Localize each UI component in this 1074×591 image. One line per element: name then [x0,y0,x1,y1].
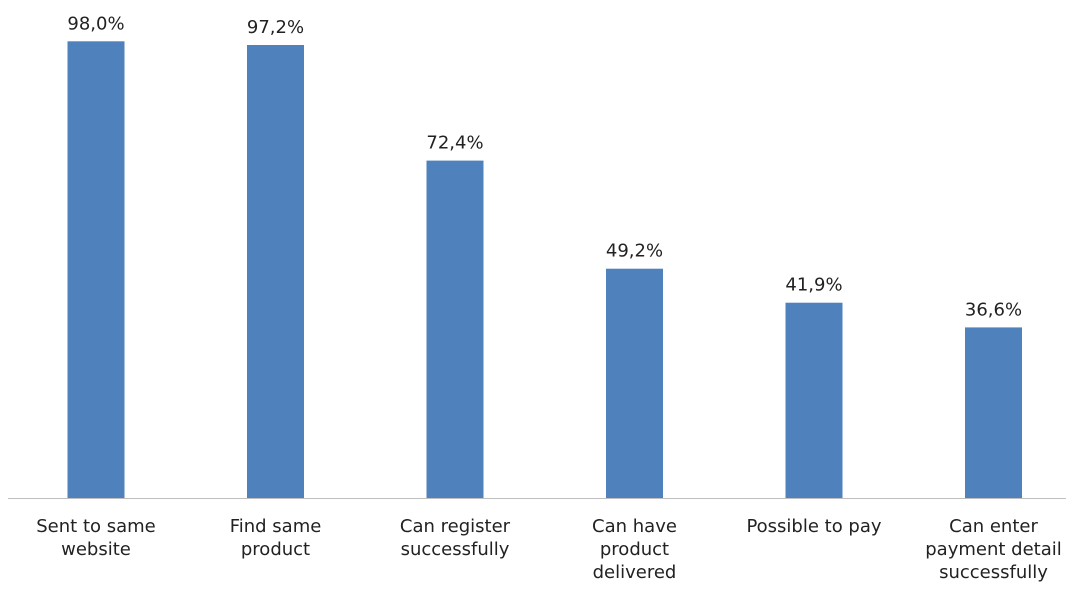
data-label-5: 41,9% [785,275,842,296]
category-label-line: Possible to pay [746,516,881,537]
data-label-3: 72,4% [426,133,483,154]
category-label-2: Find same product [230,516,322,560]
category-label-line: Can enter [949,516,1038,537]
bar-2 [247,45,304,498]
data-label-6: 36,6% [965,299,1022,320]
category-label-6: Can enter payment detail successfully [925,516,1062,583]
category-label-line: successfully [401,539,510,560]
category-label-line: Find same [230,516,322,537]
bar-6 [965,327,1022,498]
category-label-line: Can have [592,516,677,537]
bar-4 [606,268,663,498]
data-label-1: 98,0% [67,13,124,34]
data-label-2: 97,2% [247,17,304,38]
category-label-3: Can register successfully [400,516,511,560]
category-label-line: product [241,539,310,560]
bars-group [67,41,1022,499]
category-label-4: Can have product delivered [592,516,677,583]
data-labels-group: 98,0% 97,2% 72,4% 49,2% 41,9% 36,6% [67,13,1022,320]
category-label-1: Sent to same website [36,516,156,560]
category-label-line: delivered [593,562,677,583]
category-label-line: successfully [939,562,1048,583]
data-label-4: 49,2% [606,241,663,262]
bar-1 [67,41,125,499]
category-label-line: website [61,539,131,560]
bar-5 [785,302,843,498]
bar-3 [426,160,484,498]
category-label-line: payment detail [925,539,1062,560]
category-label-5: Possible to pay [746,516,881,537]
category-label-line: product [600,539,669,560]
category-label-line: Can register [400,516,511,537]
category-label-line: Sent to same [36,516,156,537]
